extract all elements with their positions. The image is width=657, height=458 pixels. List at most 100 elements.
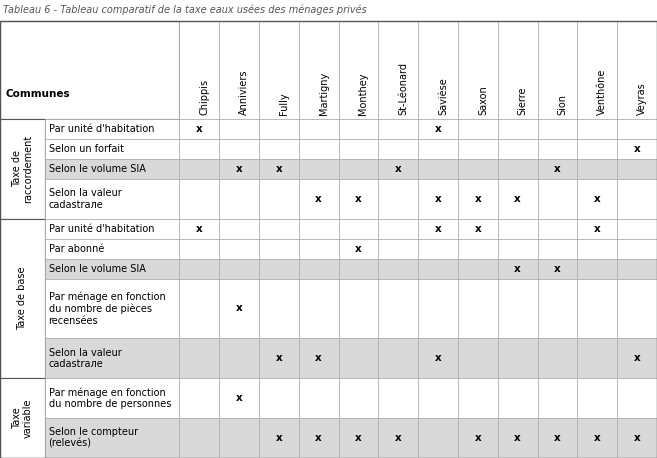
Bar — [378, 259, 418, 278]
Text: Par unité d'habitation: Par unité d'habitation — [49, 124, 154, 134]
Bar — [338, 338, 378, 378]
Bar — [498, 418, 537, 458]
Bar — [537, 139, 578, 159]
Bar — [498, 259, 537, 278]
Bar — [338, 259, 378, 278]
Text: x: x — [355, 194, 362, 204]
Text: x: x — [435, 124, 442, 134]
Text: x: x — [275, 433, 283, 443]
Bar — [378, 179, 418, 219]
Text: x: x — [435, 194, 442, 204]
Bar — [45, 139, 179, 159]
Bar — [179, 338, 219, 378]
Bar — [578, 119, 617, 139]
Text: Selon la valeur
cadastrале: Selon la valeur cadastrале — [49, 188, 122, 210]
Bar — [578, 378, 617, 418]
Text: x: x — [395, 433, 401, 443]
Bar — [537, 21, 578, 119]
Bar — [617, 418, 657, 458]
Bar — [537, 219, 578, 239]
Bar — [458, 338, 498, 378]
Bar — [179, 139, 219, 159]
Bar — [498, 21, 537, 119]
Bar — [259, 219, 299, 239]
Bar — [578, 259, 617, 278]
Bar — [578, 278, 617, 338]
Text: Venthône: Venthône — [597, 69, 607, 115]
Bar — [219, 119, 259, 139]
Bar — [45, 259, 179, 278]
Text: x: x — [634, 144, 641, 154]
Bar — [259, 139, 299, 159]
Bar — [419, 338, 458, 378]
Bar — [219, 259, 259, 278]
Bar — [45, 278, 179, 338]
Text: x: x — [236, 393, 242, 403]
Text: Selon le volume SIA: Selon le volume SIA — [49, 164, 145, 174]
Bar — [537, 239, 578, 259]
Bar — [419, 159, 458, 179]
Bar — [338, 179, 378, 219]
Text: x: x — [554, 433, 561, 443]
Bar — [45, 219, 179, 239]
Bar — [0, 378, 45, 458]
Text: x: x — [474, 433, 482, 443]
Text: Par ménage en fonction
du nombre de pièces
recensées: Par ménage en fonction du nombre de pièc… — [49, 291, 166, 326]
Bar — [419, 139, 458, 159]
Text: Anniviers: Anniviers — [239, 70, 249, 115]
Bar — [338, 418, 378, 458]
Bar — [378, 418, 418, 458]
Text: Taxe
variable: Taxe variable — [12, 398, 33, 438]
Bar — [419, 239, 458, 259]
Bar — [338, 278, 378, 338]
Bar — [458, 179, 498, 219]
Text: x: x — [315, 194, 322, 204]
Text: Veyras: Veyras — [637, 82, 647, 115]
Bar — [219, 338, 259, 378]
Bar — [299, 239, 338, 259]
Text: x: x — [275, 164, 283, 174]
Bar — [537, 259, 578, 278]
Text: x: x — [315, 353, 322, 363]
Text: Par ménage en fonction
du nombre de personnes: Par ménage en fonction du nombre de pers… — [49, 387, 171, 409]
Bar — [45, 418, 179, 458]
Bar — [219, 278, 259, 338]
Bar — [299, 378, 338, 418]
Bar — [458, 239, 498, 259]
Text: x: x — [514, 433, 521, 443]
Bar — [179, 259, 219, 278]
Bar — [378, 159, 418, 179]
Text: x: x — [634, 353, 641, 363]
Bar — [617, 139, 657, 159]
Bar — [617, 239, 657, 259]
Text: Saxon: Saxon — [478, 86, 488, 115]
Bar — [419, 418, 458, 458]
Bar — [378, 239, 418, 259]
Bar — [179, 219, 219, 239]
Bar — [537, 159, 578, 179]
Bar — [617, 259, 657, 278]
Bar — [45, 378, 179, 418]
Text: x: x — [355, 433, 362, 443]
Text: x: x — [594, 194, 600, 204]
Bar — [537, 119, 578, 139]
Bar — [259, 338, 299, 378]
Bar — [299, 219, 338, 239]
Bar — [259, 179, 299, 219]
Bar — [259, 159, 299, 179]
Text: Par abonné: Par abonné — [49, 244, 104, 254]
Bar — [458, 119, 498, 139]
Bar — [45, 159, 179, 179]
Text: Selon la valeur
cadastrале: Selon la valeur cadastrале — [49, 348, 122, 369]
Text: Selon le volume SIA: Selon le volume SIA — [49, 264, 145, 273]
Text: Taxe de
raccordement: Taxe de raccordement — [12, 135, 33, 203]
Text: x: x — [395, 164, 401, 174]
Bar — [458, 418, 498, 458]
Text: x: x — [275, 353, 283, 363]
Bar — [338, 159, 378, 179]
Bar — [338, 378, 378, 418]
Bar — [419, 21, 458, 119]
Bar — [179, 21, 219, 119]
Text: Taxe de base: Taxe de base — [17, 267, 28, 330]
Bar — [45, 119, 179, 139]
